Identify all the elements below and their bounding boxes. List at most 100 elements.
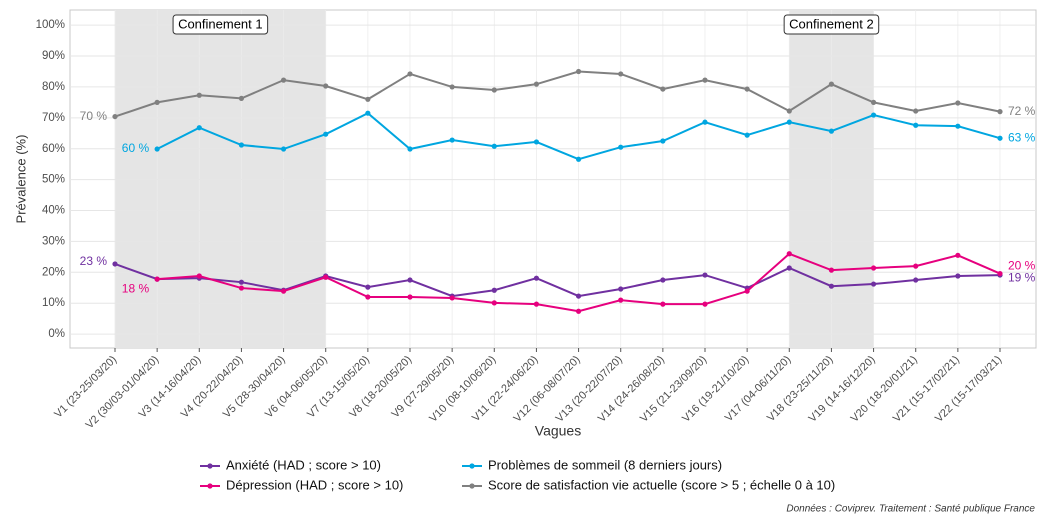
- y-tick-label: 70%: [42, 112, 65, 124]
- data-point: [870, 281, 877, 287]
- data-point: [702, 272, 708, 278]
- series-line: [114, 70, 1001, 118]
- data-point: [955, 100, 961, 106]
- data-point: [786, 251, 792, 257]
- data-point: [365, 96, 371, 102]
- data-point: [618, 71, 624, 77]
- y-tick-label: 90%: [42, 50, 65, 62]
- data-point: [660, 86, 666, 92]
- x-tick-label: V2 (30/03-01/04/20): [84, 354, 162, 432]
- data-point: [154, 99, 160, 105]
- data-point: [828, 283, 835, 289]
- y-tick-label: 30%: [42, 235, 65, 247]
- data-point: [280, 77, 287, 83]
- region-label-box: [172, 14, 269, 35]
- y-tick-label: 80%: [42, 81, 65, 93]
- data-point: [870, 112, 877, 118]
- data-point: [449, 295, 455, 301]
- region-label: Confinement 1: [178, 16, 263, 31]
- data-point: [618, 144, 624, 150]
- data-point: [238, 279, 245, 285]
- data-label: 72 %: [1008, 104, 1036, 118]
- data-point: [786, 119, 792, 125]
- data-point: [491, 143, 497, 149]
- data-point: [702, 119, 708, 125]
- data-point: [913, 108, 919, 114]
- legend-label: Dépression (HAD ; score > 10): [226, 477, 403, 492]
- data-point: [997, 270, 1003, 277]
- data-label: 63 %: [1008, 130, 1036, 144]
- data-point: [238, 142, 245, 148]
- region-label-group: Confinement 1: [172, 14, 269, 35]
- y-tick-label: 100%: [36, 19, 65, 31]
- y-tick-label: 10%: [42, 297, 65, 309]
- data-point: [407, 277, 413, 283]
- data-point: [997, 135, 1003, 141]
- data-point: [112, 113, 118, 120]
- data-point: [870, 265, 877, 271]
- shaded-region: [115, 10, 326, 348]
- y-tick-label: 60%: [42, 143, 65, 155]
- region-label: Confinement 2: [789, 16, 874, 31]
- data-point: [196, 125, 202, 131]
- source-note: Données : Coviprev. Traitement : Santé p…: [786, 504, 1035, 515]
- data-point: [575, 308, 582, 314]
- y-axis-label: Prévalence (%): [13, 135, 28, 224]
- data-point: [154, 276, 160, 282]
- data-point: [238, 285, 245, 291]
- data-point: [407, 146, 413, 152]
- data-point: [828, 81, 835, 87]
- data-label: 23 %: [80, 254, 108, 268]
- data-point: [154, 146, 160, 152]
- region-label-box: [783, 14, 880, 35]
- y-tick-label: 0%: [48, 328, 65, 340]
- data-point: [365, 284, 371, 290]
- data-point: [491, 300, 497, 306]
- data-label: 20 %: [1008, 259, 1036, 273]
- data-point: [913, 263, 919, 269]
- legend-swatch-dot: [207, 463, 213, 469]
- legend-swatch-dot: [207, 483, 213, 489]
- data-point: [913, 122, 919, 128]
- data-label: 18 %: [122, 281, 150, 295]
- data-point: [913, 277, 919, 283]
- data-point: [365, 294, 371, 300]
- data-point: [702, 301, 708, 307]
- data-point: [955, 273, 961, 279]
- y-tick-label: 20%: [42, 266, 65, 278]
- data-point: [196, 273, 202, 279]
- data-point: [238, 95, 245, 101]
- data-point: [533, 81, 540, 87]
- data-point: [660, 277, 666, 283]
- data-point: [786, 265, 792, 271]
- x-axis-label: Vagues: [535, 423, 581, 439]
- data-point: [533, 301, 540, 307]
- data-point: [449, 84, 455, 90]
- y-tick-label: 50%: [42, 174, 65, 186]
- data-label: 19 %: [1008, 270, 1036, 284]
- y-tick-label: 40%: [42, 205, 65, 217]
- data-point: [533, 275, 540, 281]
- data-point: [786, 108, 792, 114]
- series-line: [114, 263, 1001, 298]
- data-point: [533, 139, 540, 145]
- data-point: [575, 68, 582, 75]
- data-point: [870, 99, 877, 105]
- data-point: [112, 261, 118, 267]
- data-point: [618, 286, 624, 292]
- data-point: [997, 109, 1003, 115]
- legend-label: Problèmes de sommeil (8 derniers jours): [488, 457, 722, 472]
- region-label-group: Confinement 2: [783, 14, 880, 35]
- data-point: [323, 83, 329, 89]
- data-point: [407, 294, 413, 300]
- data-point: [955, 252, 961, 258]
- legend-swatch-dot: [469, 463, 475, 469]
- data-point: [323, 131, 329, 137]
- data-point: [323, 274, 329, 280]
- data-point: [828, 267, 835, 273]
- data-point: [955, 123, 961, 129]
- data-point: [618, 297, 624, 303]
- data-point: [491, 87, 497, 93]
- legend-label: Anxiété (HAD ; score > 10): [226, 457, 381, 472]
